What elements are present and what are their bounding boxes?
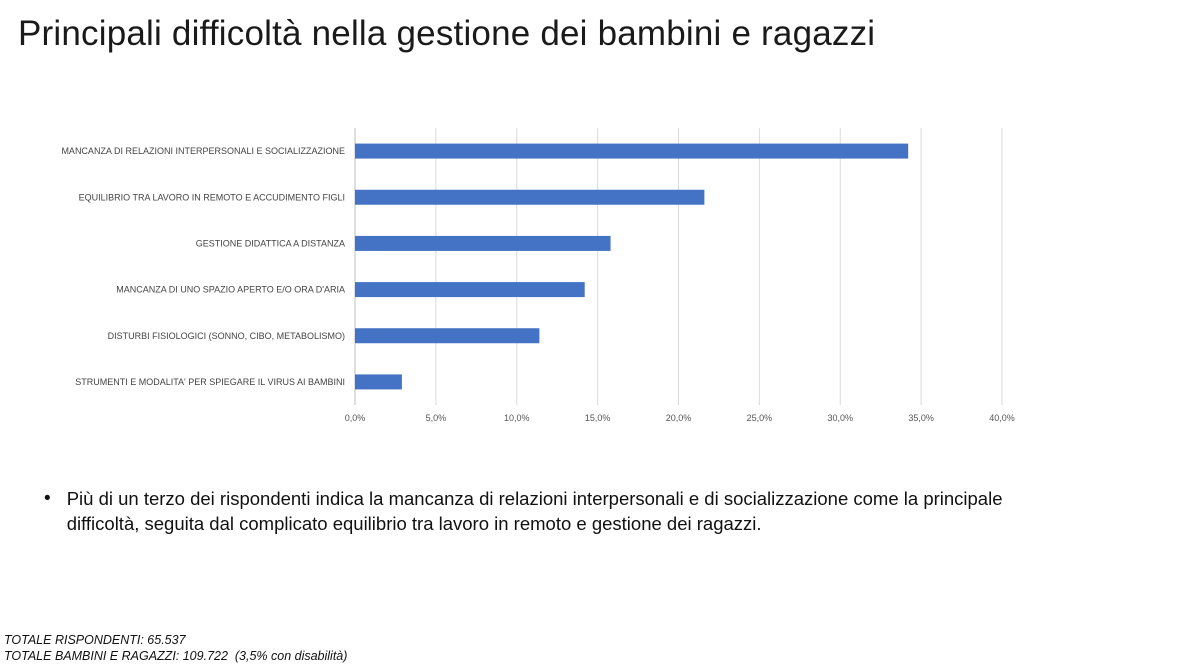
bar-chart: MANCANZA DI RELAZIONI INTERPERSONALI E S… [61, 128, 1015, 423]
bar [355, 282, 585, 298]
category-label: EQUILIBRIO TRA LAVORO IN REMOTO E ACCUDI… [79, 192, 345, 202]
x-tick-labels: 0,0% 5,0% 10,0% 15,0% 20,0% 25,0% 30,0% 35,0% 40… [345, 413, 1015, 423]
x-tick-label: 40,0% [989, 413, 1015, 423]
bar [355, 189, 705, 205]
bar [355, 374, 402, 390]
x-tick-label: 5,0% [426, 413, 447, 423]
bullet-point: • Più di un terzo dei rispondenti indica… [44, 486, 1044, 536]
bar [355, 328, 540, 344]
x-tick-label: 0,0% [345, 413, 366, 423]
bar [355, 235, 611, 251]
bar [355, 143, 909, 159]
footer-notes: TOTALE RISPONDENTI: 65.537 TOTALE BAMBIN… [4, 632, 347, 664]
x-tick-label: 25,0% [747, 413, 773, 423]
bullet-icon: • [44, 488, 51, 509]
slide-title: Principali difficoltà nella gestione dei… [18, 14, 876, 53]
category-label: MANCANZA DI UNO SPAZIO APERTO E/O ORA D'… [116, 285, 345, 295]
category-label: GESTIONE DIDATTICA A DISTANZA [196, 238, 345, 248]
category-label: MANCANZA DI RELAZIONI INTERPERSONALI E S… [61, 146, 345, 156]
category-label: STRUMENTI E MODALITA' PER SPIEGARE IL VI… [75, 377, 345, 387]
category-label: DISTURBI FISIOLOGICI (SONNO, CIBO, METAB… [108, 331, 345, 341]
bullet-text: Più di un terzo dei rispondenti indica l… [66, 488, 1003, 534]
x-tick-label: 10,0% [504, 413, 530, 423]
x-tick-label: 20,0% [666, 413, 692, 423]
x-tick-label: 35,0% [908, 413, 934, 423]
x-tick-label: 30,0% [827, 413, 853, 423]
footer-total-children: TOTALE BAMBINI E RAGAZZI: 109.722 (3,5% … [4, 649, 348, 663]
category-labels: MANCANZA DI RELAZIONI INTERPERSONALI E S… [61, 146, 345, 387]
bars [355, 143, 909, 390]
x-tick-label: 15,0% [585, 413, 611, 423]
gridlines [354, 128, 1003, 405]
footer-total-respondents: TOTALE RISPONDENTI: 65.537 [4, 633, 186, 647]
